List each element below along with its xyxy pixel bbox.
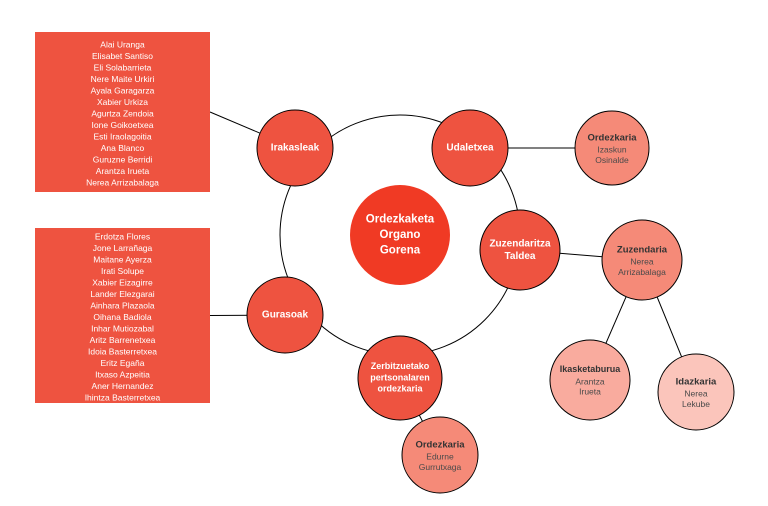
list-item: Ainhara Plazaola [90,301,155,311]
org-diagram: Alai UrangaElisabet Santiso Eli Solabarri… [0,0,768,506]
list-item: Nere Maite Urkiri [91,74,155,84]
node-ikasketaburua: Ikasketaburua ArantzaIrueta [550,340,630,420]
list-item: Itxaso Azpeitia [95,370,150,380]
svg-text:Zuzendaria: Zuzendaria [617,244,668,255]
svg-text:Nerea: Nerea [630,257,653,267]
node-udal_ordezkaria: Ordezkaria IzaskunOsinalde [575,111,649,185]
svg-text:Taldea: Taldea [505,251,536,262]
svg-text:Udaletxea: Udaletxea [446,143,494,154]
list-item: Xabier Eizagirre [92,278,153,288]
list-item: Esti Iraolagoitia [93,132,151,142]
node-zuzendaritza: Zuzendaritza Taldea [480,210,560,290]
svg-text:Irueta: Irueta [579,387,601,397]
list-item: Aritz Barrenetxea [90,335,156,345]
svg-text:Zerbitzuetako: Zerbitzuetako [371,361,430,371]
irakasleak_list: Alai UrangaElisabet Santiso Eli Solabarri… [35,32,210,192]
list-item: Nerea Arrizabalaga [86,178,159,188]
list-item: Alai Uranga [100,40,145,50]
svg-text:Idazkaria: Idazkaria [676,376,717,387]
list-item: Ana Blanco [101,143,145,153]
svg-text:Ordezkaketa: Ordezkaketa [366,214,435,226]
node-idazkaria: Idazkaria NereaLekube [658,354,734,430]
svg-text:Arantza: Arantza [575,376,605,386]
list-item: Ione Goikoetxea [92,120,154,130]
list-item: Jone Larrañaga [93,243,153,253]
list-item: Inhar Mutiozabal [91,324,154,334]
svg-text:Zuzendaritza: Zuzendaritza [489,238,551,249]
list-item: Idoia Basterretxea [88,347,157,357]
svg-text:Ordezkaria: Ordezkaria [587,132,637,143]
svg-text:pertsonalaren: pertsonalaren [370,372,430,382]
list-item: Oihana Badiola [93,312,151,322]
svg-text:Irakasleak: Irakasleak [271,143,320,154]
svg-text:Organo: Organo [380,229,421,241]
list-item: Eritz Egaña [101,358,145,368]
svg-text:ordezkaria: ordezkaria [377,384,423,394]
list-item: Lander Elezgarai [90,289,154,299]
list-item: Guruzne Berridi [93,155,153,165]
list-item: Elisabet Santiso [92,51,153,61]
svg-text:Gurasoak: Gurasoak [262,310,309,321]
list-item: Maitane Ayerza [93,255,152,265]
list-item: Agurtza Zendoia [91,109,154,119]
svg-text:Arrizabalaga: Arrizabalaga [618,267,666,277]
list-item: Aner Hernandez [92,381,154,391]
gurasoak_list: Erdotza FloresJone Larrañaga Maitane Ayer… [35,228,210,403]
list-item: Ayala Garagarza [91,86,155,96]
list-item: Ihintza Basterretxea [85,393,161,403]
svg-text:Gurrutxaga: Gurrutxaga [419,462,462,472]
list-item: Erdotza Flores [95,232,150,242]
svg-text:Edurne: Edurne [426,452,454,462]
svg-text:Ikasketaburua: Ikasketaburua [560,364,622,374]
list-item: Xabier Urkiza [97,97,148,107]
node-udaletxea: Udaletxea [432,110,508,186]
svg-text:Nerea: Nerea [684,389,707,399]
list-item: Eli Solabarrieta [94,63,152,73]
center-node: Ordezkaketa Organo Gorena [350,185,450,285]
node-zerbitzu_ordezkaria: Ordezkaria EdurneGurrutxaga [402,417,478,493]
node-zuzendaria: Zuzendaria NereaArrizabalaga [602,220,682,300]
list-item: Irati Solupe [101,266,144,276]
node-irakasleak: Irakasleak [257,110,333,186]
svg-text:Izaskun: Izaskun [597,145,627,155]
node-zerbitzuetako: Zerbitzuetakopertsonalaren ordezkaria [358,336,442,420]
svg-text:Gorena: Gorena [380,245,421,257]
list-item: Arantza Irueta [96,166,150,176]
svg-text:Lekube: Lekube [682,399,710,409]
svg-text:Ordezkaria: Ordezkaria [415,439,465,450]
svg-text:Osinalde: Osinalde [595,155,629,165]
node-gurasoak: Gurasoak [247,277,323,353]
